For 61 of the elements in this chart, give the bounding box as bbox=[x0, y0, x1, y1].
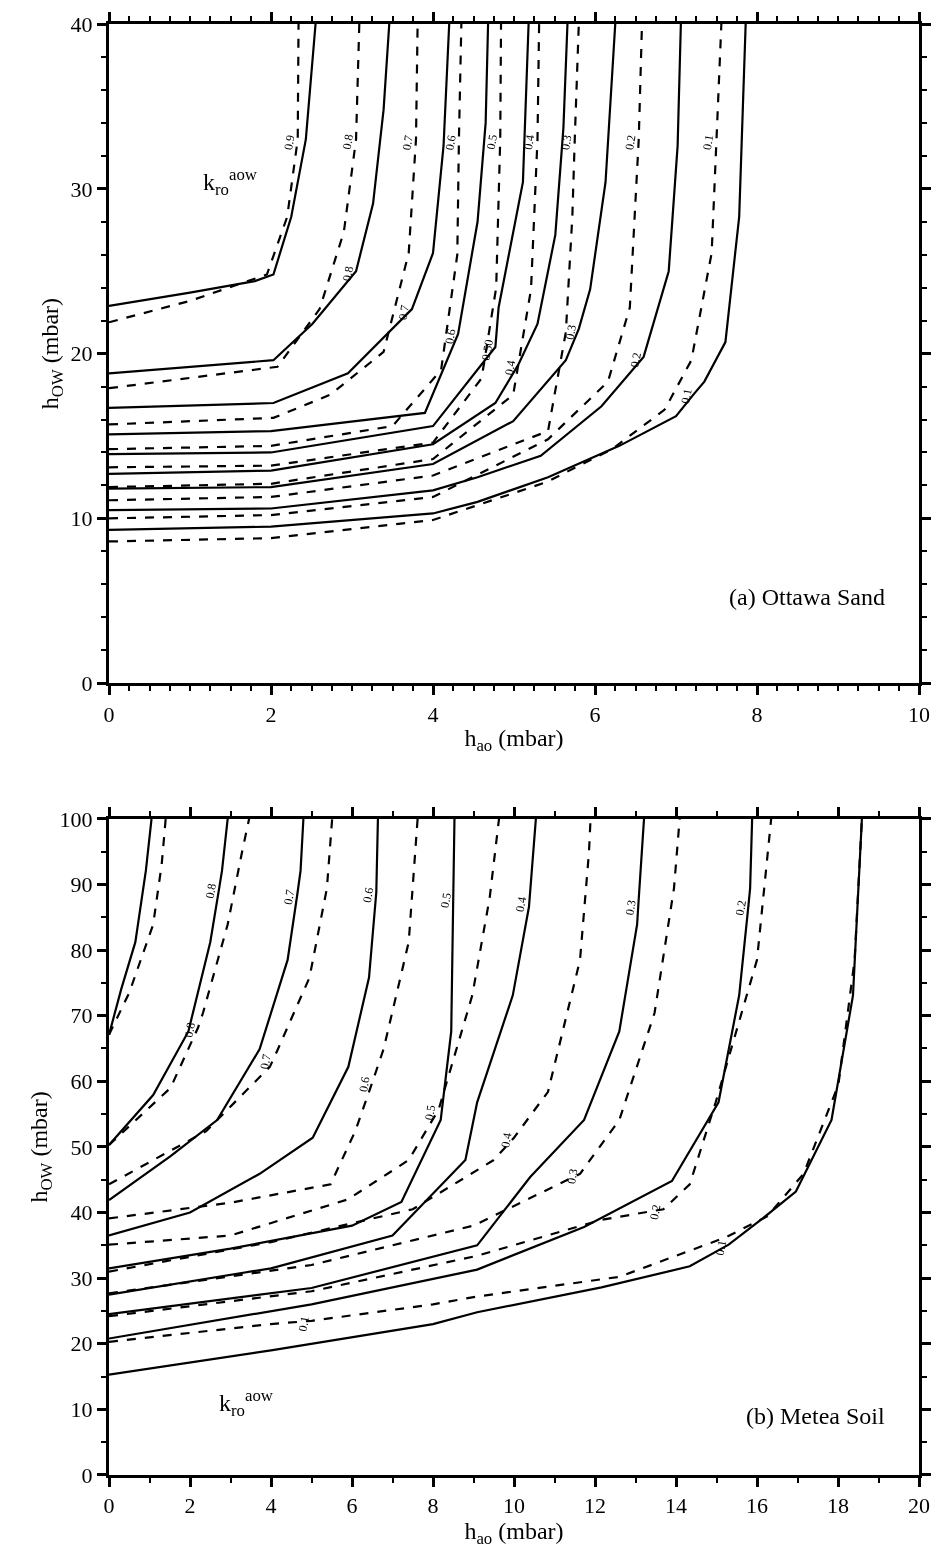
x-tick-label: 10 bbox=[908, 701, 930, 727]
annotation: 0.4 bbox=[501, 359, 519, 377]
annotation: 0.9 bbox=[281, 133, 298, 152]
annotation: 0.6 bbox=[442, 327, 459, 346]
annotation: 0.4 bbox=[498, 1131, 515, 1149]
x-tick-label: 16 bbox=[746, 1493, 768, 1519]
y-tick-label: 0 bbox=[81, 670, 93, 696]
x-tick-label: 8 bbox=[427, 1493, 439, 1519]
annotation: 0.4 bbox=[520, 133, 538, 151]
annotation: 0.7 bbox=[399, 134, 416, 152]
annotation: 0.2 bbox=[732, 899, 749, 917]
annotation: 0.5 bbox=[421, 1103, 439, 1122]
annotation: 0.3 bbox=[562, 323, 580, 341]
annotation: 0.1 bbox=[295, 1315, 312, 1333]
x-tick-label: 0 bbox=[103, 701, 115, 727]
y-tick-label: 100 bbox=[59, 806, 93, 832]
x-tick-label: 6 bbox=[346, 1493, 358, 1519]
annotation: 0.8 bbox=[339, 133, 356, 151]
annotation: 0.3 bbox=[564, 1167, 581, 1185]
x-tick-label: 10 bbox=[503, 1493, 525, 1519]
annotation: 0.7 bbox=[280, 888, 298, 906]
annotation: (b) Metea Soil bbox=[746, 1403, 885, 1429]
annotation: 0.3 bbox=[622, 899, 639, 917]
y-tick-label: 90 bbox=[70, 872, 93, 898]
annotation: 0.5 bbox=[483, 133, 501, 151]
x-tick-label: 0 bbox=[103, 1493, 115, 1519]
annotation: 0.8 bbox=[202, 882, 220, 900]
x-tick-label: 2 bbox=[265, 701, 277, 727]
annotation: 0.6 bbox=[356, 1075, 373, 1093]
y-tick-label: 60 bbox=[70, 1068, 93, 1094]
y-tick-label: 10 bbox=[70, 1397, 93, 1423]
annotation: 0.4 bbox=[512, 895, 530, 913]
annotation: 0.1 bbox=[699, 133, 717, 151]
annotation: 0.7 bbox=[257, 1053, 274, 1071]
y-tick-label: 0 bbox=[81, 1462, 93, 1488]
annotation: 0.6 bbox=[359, 886, 377, 904]
annotation: 0.2 bbox=[622, 133, 639, 152]
y-tick-label: 20 bbox=[70, 1331, 93, 1357]
y-tick-label: 30 bbox=[70, 1265, 93, 1291]
y-tick-label: 50 bbox=[70, 1134, 93, 1160]
y-tick-label: 10 bbox=[70, 506, 93, 532]
x-tick-label: 12 bbox=[584, 1493, 606, 1519]
x-tick-label: 18 bbox=[827, 1493, 849, 1519]
y-tick-label: 30 bbox=[70, 176, 93, 202]
x-tick-label: 2 bbox=[184, 1493, 196, 1519]
y-tick-label: 40 bbox=[70, 11, 93, 37]
annotation: (a) Ottawa Sand bbox=[729, 584, 885, 610]
x-tick-label: 14 bbox=[665, 1493, 687, 1519]
y-tick-label: 80 bbox=[70, 937, 93, 963]
x-tick-label: 4 bbox=[427, 701, 439, 727]
x-tick-label: 6 bbox=[589, 701, 601, 727]
y-tick-label: 70 bbox=[70, 1003, 93, 1029]
annotation: 0.5 bbox=[437, 891, 454, 909]
y-tick-label: 40 bbox=[70, 1200, 93, 1226]
x-tick-label: 4 bbox=[265, 1493, 277, 1519]
x-tick-label: 8 bbox=[751, 701, 763, 727]
x-axis-title: h$_{ao}$ (mbar) bbox=[464, 1518, 564, 1549]
annotation: 0.6 bbox=[442, 134, 459, 152]
x-axis-title: h$_{ao}$ (mbar) bbox=[464, 724, 564, 755]
x-tick-label: 20 bbox=[908, 1493, 930, 1519]
y-tick-label: 20 bbox=[70, 341, 93, 367]
